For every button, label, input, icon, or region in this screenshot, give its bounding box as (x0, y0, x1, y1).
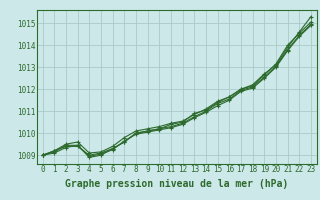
X-axis label: Graphe pression niveau de la mer (hPa): Graphe pression niveau de la mer (hPa) (65, 179, 288, 189)
